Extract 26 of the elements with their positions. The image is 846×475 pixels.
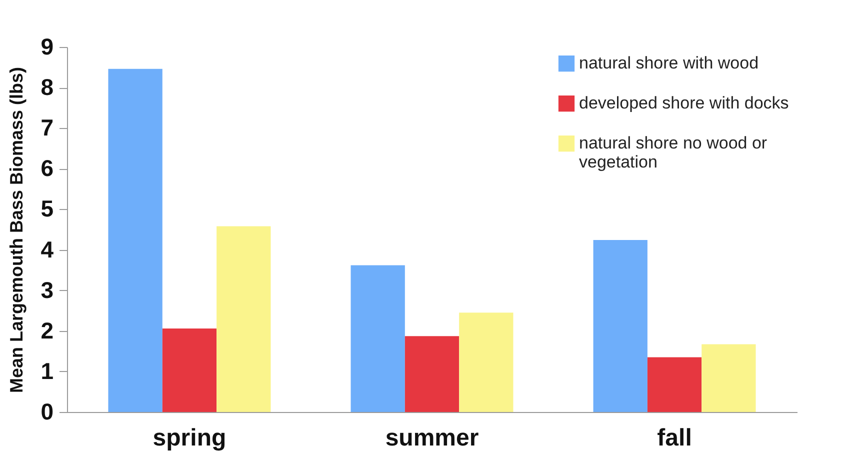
legend-label: natural shore with wood (579, 54, 759, 72)
legend-label: developed shore with docks (579, 94, 789, 112)
x-tick-label: summer (385, 424, 479, 452)
bar (108, 68, 162, 412)
x-tick-label: fall (657, 424, 692, 452)
y-tick-label: 1 (40, 358, 54, 384)
bar (350, 265, 405, 412)
bar (216, 226, 271, 412)
y-tick-label: 5 (40, 196, 54, 222)
bar (647, 357, 702, 412)
y-tick-label: 9 (40, 34, 54, 60)
y-tick-label: 4 (40, 236, 54, 262)
bar (593, 240, 648, 412)
bar (162, 328, 217, 412)
y-tick-label: 0 (40, 398, 54, 424)
legend-label: natural shore no wood or vegetation (579, 134, 768, 172)
y-axis-title: Mean Largemouth Bass Biomass (lbs) (6, 66, 27, 394)
y-tick-label: 3 (40, 276, 54, 303)
bar (702, 344, 756, 412)
bar (459, 312, 514, 412)
y-tick-label: 8 (40, 74, 54, 100)
y-tick-label: 2 (40, 317, 54, 344)
x-tick-label: spring (152, 424, 226, 452)
y-tick-label: 6 (40, 155, 54, 182)
bar (404, 336, 460, 412)
y-tick-label: 7 (40, 114, 54, 141)
